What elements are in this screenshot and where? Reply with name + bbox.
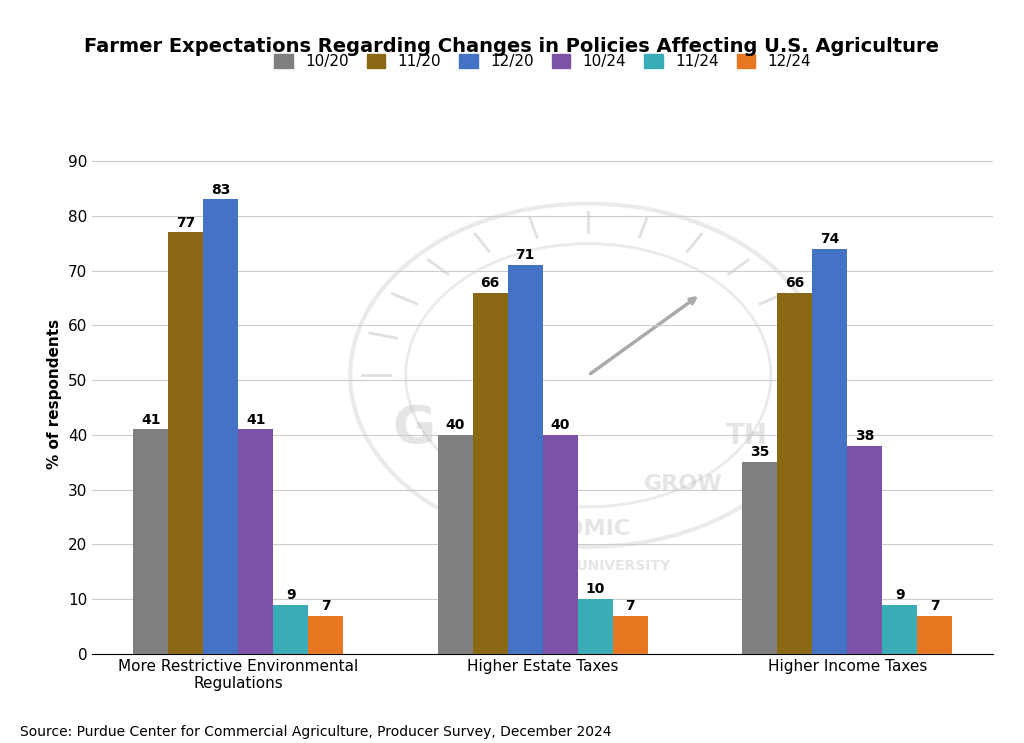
Bar	[543, 435, 578, 654]
Bar	[437, 435, 473, 654]
Text: 7: 7	[626, 599, 635, 613]
Text: 35: 35	[750, 446, 769, 459]
Text: Source: Purdue Center for Commercial Agriculture, Producer Survey, December 2024: Source: Purdue Center for Commercial Agr…	[20, 725, 612, 739]
Text: TH: TH	[726, 422, 768, 450]
Text: 41: 41	[141, 412, 161, 426]
Text: GROW: GROW	[644, 473, 723, 493]
Bar	[777, 293, 812, 654]
Text: 9: 9	[286, 588, 296, 602]
Legend: 10/20, 11/20, 12/20, 10/24, 11/24, 12/24: 10/20, 11/20, 12/20, 10/24, 11/24, 12/24	[268, 48, 817, 75]
Text: 71: 71	[515, 248, 535, 262]
Bar	[168, 233, 203, 654]
Bar	[308, 615, 343, 654]
Text: 10: 10	[586, 583, 605, 597]
Bar	[918, 615, 952, 654]
Text: ECO: ECO	[459, 467, 527, 496]
Text: NOMIC: NOMIC	[546, 519, 631, 539]
Bar	[508, 265, 543, 654]
Bar	[847, 446, 883, 654]
Bar	[883, 605, 918, 654]
Bar	[742, 462, 777, 654]
Bar	[578, 599, 612, 654]
Text: 38: 38	[855, 429, 874, 443]
Text: 40: 40	[551, 418, 570, 432]
Bar	[273, 605, 308, 654]
Text: 77: 77	[176, 215, 196, 230]
Y-axis label: % of respondents: % of respondents	[47, 319, 62, 469]
Text: PURDUE UNIVERSITY: PURDUE UNIVERSITY	[507, 559, 670, 573]
Text: Farmer Expectations Regarding Changes in Policies Affecting U.S. Agriculture: Farmer Expectations Regarding Changes in…	[85, 37, 939, 56]
Bar	[473, 293, 508, 654]
Text: 41: 41	[246, 412, 265, 426]
Bar	[612, 615, 648, 654]
Bar	[203, 199, 239, 654]
Text: 74: 74	[820, 232, 840, 246]
Bar	[239, 429, 273, 654]
Text: 7: 7	[930, 599, 940, 613]
Text: G: G	[392, 403, 435, 455]
Text: 40: 40	[445, 418, 465, 432]
Text: 66: 66	[785, 276, 804, 290]
Text: 7: 7	[321, 599, 331, 613]
Bar	[133, 429, 168, 654]
Text: 66: 66	[480, 276, 500, 290]
Text: 9: 9	[895, 588, 904, 602]
Text: 83: 83	[211, 183, 230, 197]
Bar	[812, 249, 847, 654]
